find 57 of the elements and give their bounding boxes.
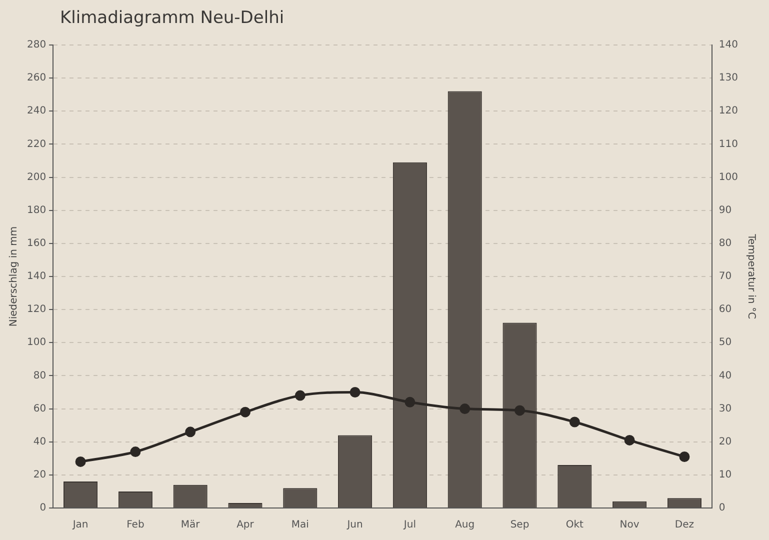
y-tick-label: 100 [26,337,46,348]
y-tick-label: 20 [33,470,46,481]
y2-tick-label: 0 [718,502,726,514]
point [130,446,141,458]
y-tick-label: 280 [26,40,46,51]
x-tick-label: Feb [126,520,144,531]
x-tick-label: Jun [346,520,363,531]
point [679,451,690,462]
x-tick-label: Mai [291,520,309,531]
x-tick-label: Okt [566,520,584,531]
x-tick-label: Jul [402,520,416,531]
y2-tick-label: 140 [718,40,738,51]
y2-tick-label: 40 [718,370,732,382]
point [240,406,250,418]
point [294,390,306,401]
y2-tick-label: 10 [718,470,732,481]
y-tick-label: 160 [26,238,46,250]
point [75,456,86,467]
x-tick-label: Sep [510,520,530,531]
point [185,426,196,438]
y2-tick-label: 100 [718,172,738,183]
point [514,405,526,416]
y-tick-label: 80 [33,370,46,382]
y-axis-title: Niederschlag in mm [8,226,20,327]
x-tick-label: Dez [674,520,694,531]
point [404,396,416,408]
y2-tick-label: 60 [718,304,732,316]
point [460,404,470,414]
y2-tick-label: 30 [718,403,732,414]
y-tick-label: 180 [26,204,46,216]
y-tick-label: 260 [26,72,46,84]
y-tick-label: 0 [40,502,46,514]
x-tick-label: Apr [236,520,255,531]
y-tick-label: 140 [26,271,46,282]
y2-tick-label: 70 [718,271,732,282]
point [624,434,635,446]
x-tick-label: Jan [72,520,88,531]
y-tick-label: 120 [26,304,46,316]
y-tick-label: 60 [33,403,46,414]
y-tick-label: 40 [33,436,46,448]
y-tick-label: 240 [26,106,46,117]
y2-axis-title: Temperatur in °C [745,233,756,319]
x-tick-label: Nov [620,520,640,531]
point [350,387,360,398]
y2-tick-label: 110 [718,138,738,150]
x-tick-label: Mär [180,520,201,531]
x-tick-label: Aug [455,520,475,531]
y2-tick-label: 120 [718,106,738,117]
y2-tick-label: 80 [718,238,732,250]
y-tick-label: 200 [26,172,46,183]
y2-tick-label: 90 [718,204,732,216]
y2-tick-label: 130 [718,72,738,84]
y2-tick-label: 50 [718,337,732,348]
y2-tick-label: 20 [718,436,732,448]
point [569,416,580,428]
chart-title: Klimadiagramm Neu-Delhi [60,8,284,28]
y-tick-label: 220 [26,138,46,150]
